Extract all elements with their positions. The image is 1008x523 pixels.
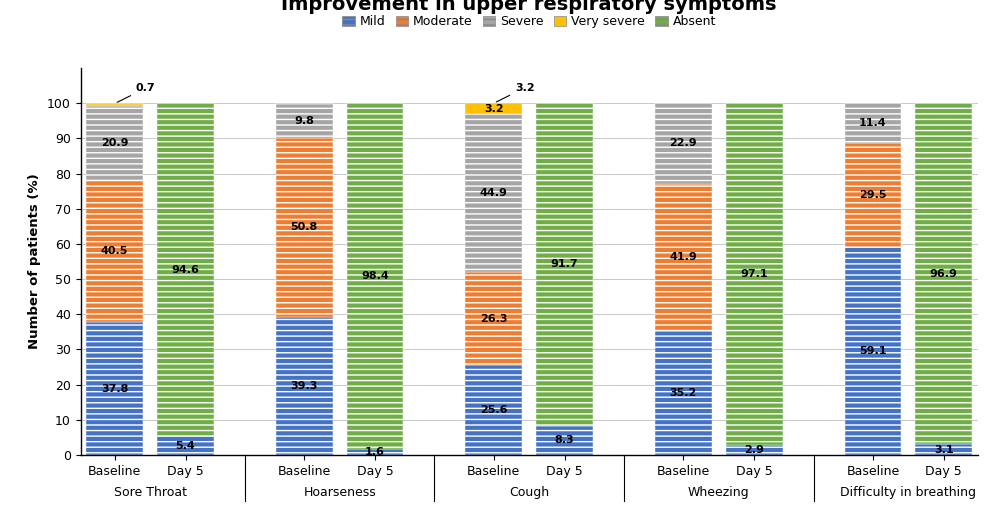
Text: 41.9: 41.9 — [669, 253, 698, 263]
Legend: Mild, Moderate, Severe, Very severe, Absent: Mild, Moderate, Severe, Very severe, Abs… — [338, 10, 721, 33]
Bar — [655, 331, 712, 455]
Bar — [347, 103, 403, 449]
Bar — [276, 138, 333, 317]
Text: 91.7: 91.7 — [550, 259, 579, 269]
Bar — [845, 247, 901, 455]
Title: Improvement in upper respiratory symptoms: Improvement in upper respiratory symptom… — [281, 0, 777, 14]
Text: 3.1: 3.1 — [934, 445, 954, 454]
Bar — [536, 426, 593, 455]
Bar — [845, 143, 901, 247]
Text: 96.9: 96.9 — [929, 269, 958, 279]
Text: 9.8: 9.8 — [294, 116, 314, 126]
Bar — [87, 104, 143, 106]
Bar — [655, 103, 712, 184]
Bar — [536, 103, 593, 426]
Text: 29.5: 29.5 — [859, 190, 887, 200]
Text: 35.2: 35.2 — [669, 388, 697, 398]
Text: 20.9: 20.9 — [101, 138, 128, 148]
Bar — [87, 322, 143, 455]
Text: 97.1: 97.1 — [741, 269, 768, 279]
Text: 8.3: 8.3 — [554, 436, 575, 446]
Text: 1.6: 1.6 — [365, 447, 385, 457]
Text: 5.4: 5.4 — [175, 440, 196, 450]
Bar — [655, 184, 712, 331]
Text: 94.6: 94.6 — [171, 265, 200, 275]
Text: 39.3: 39.3 — [290, 381, 318, 391]
Text: 37.8: 37.8 — [101, 383, 128, 393]
Text: 22.9: 22.9 — [669, 139, 698, 149]
Text: 0.7: 0.7 — [117, 83, 155, 103]
Text: 44.9: 44.9 — [480, 188, 508, 198]
Text: 50.8: 50.8 — [290, 222, 318, 232]
Bar — [87, 106, 143, 179]
Text: 3.2: 3.2 — [484, 104, 504, 114]
Bar — [466, 115, 522, 272]
Text: 40.5: 40.5 — [101, 246, 128, 256]
Bar — [726, 445, 782, 455]
Bar — [87, 179, 143, 322]
Bar — [157, 436, 214, 455]
Text: 11.4: 11.4 — [859, 118, 887, 128]
Bar — [347, 449, 403, 455]
Bar — [157, 103, 214, 436]
Text: 25.6: 25.6 — [480, 405, 507, 415]
Text: 59.1: 59.1 — [859, 346, 887, 356]
Bar — [726, 103, 782, 445]
Bar — [466, 272, 522, 365]
Bar — [915, 444, 972, 455]
Bar — [845, 103, 901, 143]
Y-axis label: Number of patients (%): Number of patients (%) — [28, 174, 41, 349]
Bar — [466, 365, 522, 455]
Text: 26.3: 26.3 — [480, 314, 507, 324]
Text: 98.4: 98.4 — [361, 271, 389, 281]
Bar — [466, 103, 522, 115]
Text: 2.9: 2.9 — [744, 445, 764, 455]
Bar — [915, 103, 972, 444]
Bar — [276, 317, 333, 455]
Bar — [276, 104, 333, 138]
Text: 3.2: 3.2 — [496, 83, 534, 102]
